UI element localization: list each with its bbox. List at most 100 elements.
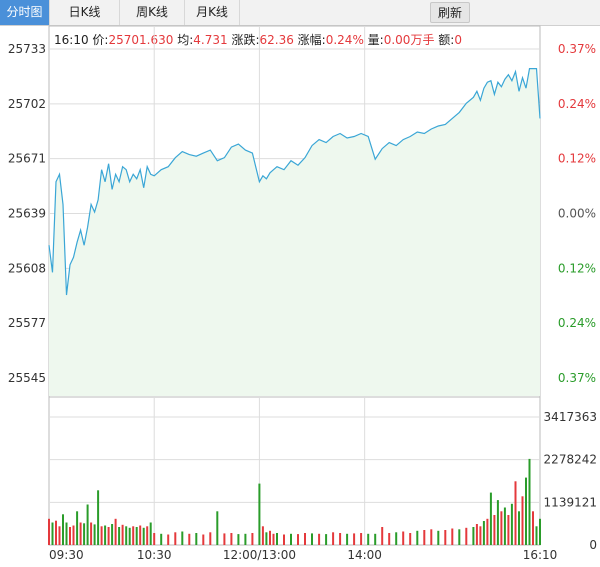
volume-bar — [528, 458, 531, 545]
volume-bar — [258, 483, 261, 545]
volume-bar — [72, 525, 75, 545]
volume-bar — [539, 518, 541, 545]
volume-bar — [65, 522, 68, 545]
volume-y-tick: 0 — [589, 538, 597, 552]
volume-bar — [265, 532, 268, 545]
info-amount-label: 额: — [438, 33, 455, 47]
volume-bar — [135, 527, 138, 545]
volume-bar — [174, 532, 177, 545]
volume-bar — [69, 527, 71, 545]
volume-bar — [430, 529, 433, 545]
volume-bar — [437, 530, 440, 545]
volume-bar — [111, 524, 114, 545]
volume-bar — [374, 533, 377, 545]
volume-bar — [223, 533, 226, 545]
volume-bar — [493, 515, 496, 545]
period-tab-bar: 分时图 日K线 周K线 月K线 刷新 — [0, 0, 600, 26]
info-volume-label: 量: — [367, 33, 384, 47]
volume-bar — [149, 522, 152, 545]
volume-bar — [283, 534, 285, 545]
volume-bar — [496, 500, 499, 545]
y-tick-right: 0.37% — [558, 371, 596, 385]
volume-bar — [395, 532, 398, 545]
x-tick-label: 09:30 — [49, 548, 84, 562]
refresh-button[interactable]: 刷新 — [430, 2, 470, 23]
volume-bar — [90, 522, 93, 545]
volume-bar — [475, 524, 478, 545]
volume-bar — [139, 525, 142, 545]
volume-bar — [482, 521, 485, 545]
volume-bar — [181, 531, 184, 545]
volume-bar — [272, 533, 275, 545]
y-tick-left: 25639 — [8, 207, 46, 221]
info-amount-value: 0 — [454, 33, 462, 47]
volume-bar — [55, 520, 57, 545]
volume-bar — [216, 511, 219, 545]
volume-bar — [514, 481, 517, 545]
y-tick-left: 25671 — [8, 152, 46, 166]
y-tick-right: 0.00% — [558, 207, 596, 221]
volume-bar — [332, 532, 335, 545]
volume-bar — [114, 518, 117, 545]
volume-bar — [353, 533, 356, 545]
volume-bar — [251, 533, 254, 545]
volume-bar — [416, 530, 419, 545]
volume-bar — [269, 530, 271, 545]
volume-bar — [51, 522, 54, 545]
volume-bar — [500, 511, 503, 545]
tab-weekly-kline[interactable]: 周K线 — [120, 0, 185, 25]
info-avg-label: 均: — [177, 33, 194, 47]
info-pct-value: 0.24% — [325, 33, 364, 47]
quote-info-bar: 16:10 价:25701.630 均:4.731 涨跌:62.36 涨幅:0.… — [54, 31, 462, 48]
volume-bar — [237, 534, 240, 545]
info-avg-value: 4.731 — [193, 33, 228, 47]
volume-y-tick: 2278242 — [544, 453, 597, 467]
volume-bar — [107, 527, 110, 545]
y-tick-left: 25733 — [8, 42, 46, 56]
info-price-value: 25701.630 — [108, 33, 174, 47]
volume-bar — [518, 511, 520, 545]
x-tick-label: 16:10 — [523, 548, 558, 562]
volume-bar — [503, 507, 506, 545]
volume-bar — [104, 525, 107, 545]
y-tick-left: 25545 — [8, 371, 46, 385]
volume-bar — [304, 533, 306, 545]
volume-bar — [521, 496, 524, 545]
volume-bar — [188, 533, 191, 545]
volume-y-tick: 3417363 — [544, 410, 597, 424]
price-area-fill — [49, 68, 540, 396]
info-time: 16:10 — [54, 33, 89, 47]
tab-daily-kline[interactable]: 日K线 — [50, 0, 120, 25]
volume-bar — [86, 504, 89, 545]
volume-bar — [244, 533, 247, 545]
volume-bar — [48, 518, 50, 545]
price-line — [48, 68, 541, 296]
info-change-label: 涨跌: — [231, 33, 260, 47]
tab-intraday[interactable]: 分时图 — [0, 0, 50, 25]
volume-bar — [58, 526, 61, 545]
volume-bar — [458, 529, 461, 545]
volume-bar — [121, 524, 124, 545]
volume-y-tick: 1139121 — [544, 495, 597, 509]
info-pct-label: 涨幅: — [297, 33, 326, 47]
volume-bar — [311, 533, 313, 545]
y-tick-left: 25577 — [8, 316, 46, 330]
y-tick-right: 0.24% — [558, 97, 596, 111]
x-tick-label: 14:00 — [347, 548, 382, 562]
volume-bar — [83, 523, 86, 545]
volume-bar — [62, 514, 64, 545]
tab-monthly-kline[interactable]: 月K线 — [185, 0, 240, 25]
info-price-label: 价: — [92, 33, 109, 47]
volume-bar — [79, 522, 82, 545]
volume-bar — [325, 534, 328, 545]
volume-bar — [479, 526, 482, 545]
volume-bar — [489, 492, 492, 545]
volume-bar — [402, 531, 405, 545]
volume-bar — [167, 534, 170, 545]
volume-bar — [339, 533, 342, 545]
volume-bar — [160, 533, 163, 545]
volume-plot-area — [48, 396, 541, 546]
y-tick-right: 0.12% — [558, 261, 596, 275]
volume-bar — [209, 532, 212, 545]
